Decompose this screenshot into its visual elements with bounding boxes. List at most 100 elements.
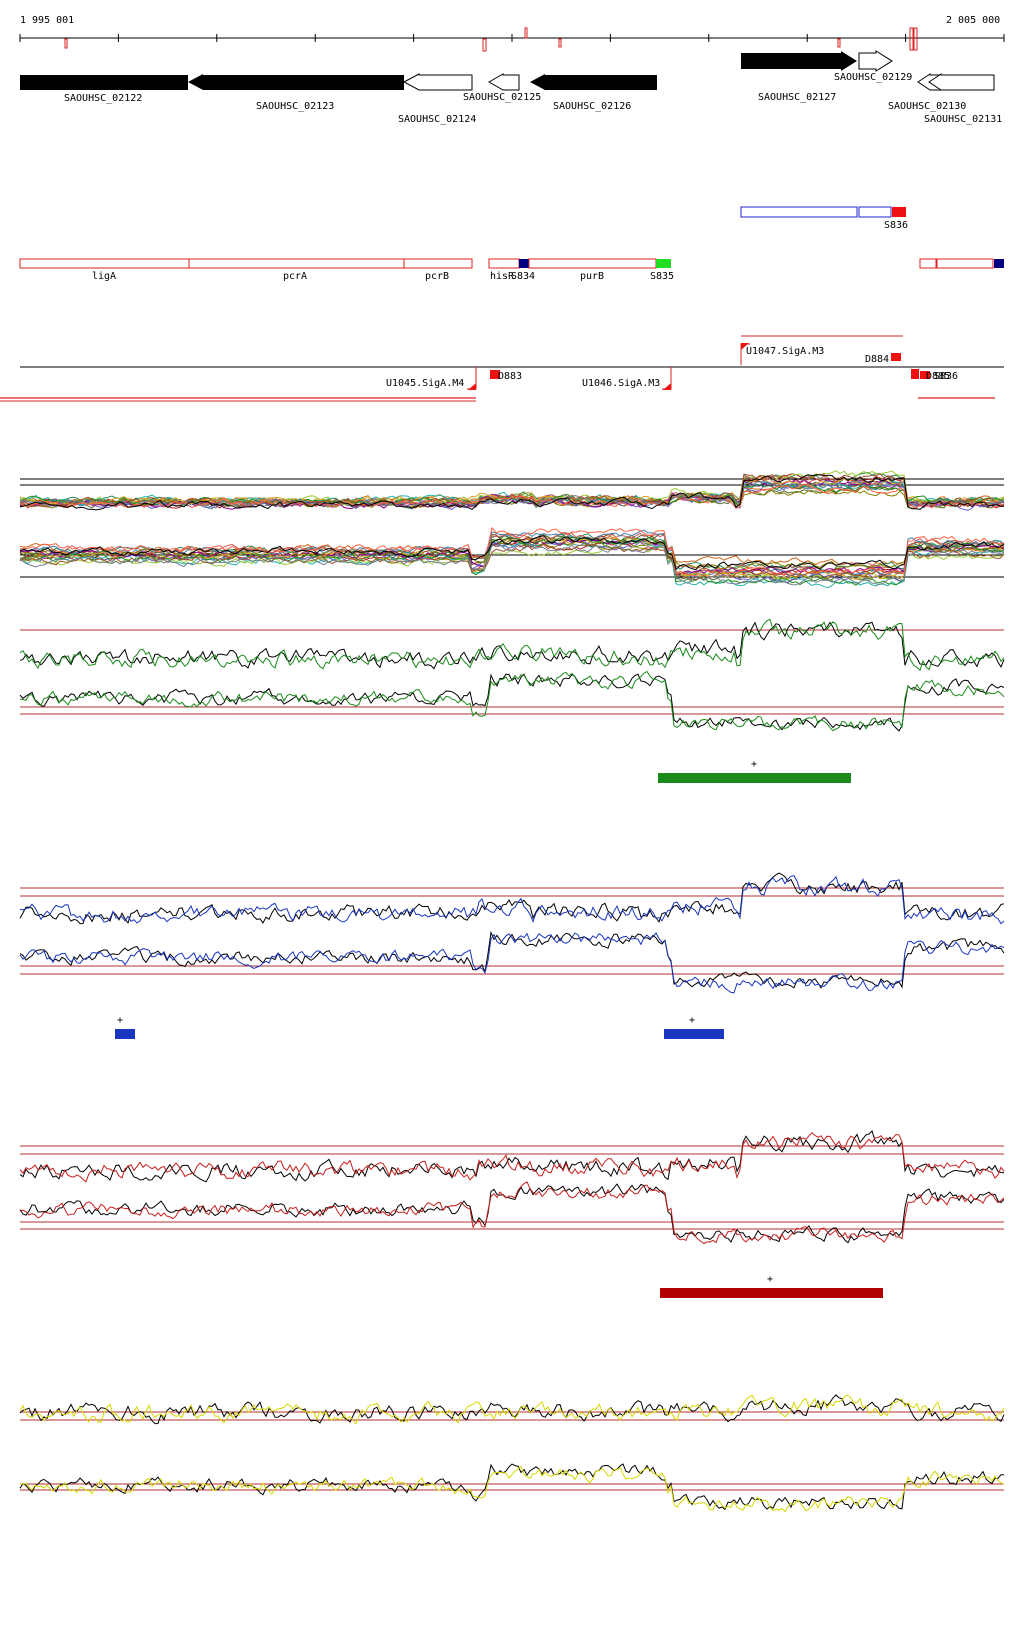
terminator-marker[interactable] [911,369,919,379]
segment-box[interactable] [19,258,190,269]
expression-overview-track [19,470,1005,589]
gene-arrow[interactable] [487,73,520,91]
promoter-flag[interactable] [663,383,671,390]
expression-overview-line [19,529,1005,577]
region-sign-label: + [689,1015,695,1026]
gene-arrow[interactable] [741,51,857,71]
segment-label: S835 [650,271,674,282]
segment-marker[interactable] [994,259,1004,268]
region-sign-label: + [117,1015,123,1026]
gene-label: SAOUHSC_02122 [64,93,142,104]
gene-arrow[interactable] [928,73,995,91]
significant-region-bar[interactable] [115,1029,135,1039]
segment-marker[interactable] [892,207,906,217]
promoter-flag[interactable] [468,383,476,390]
segment-box[interactable] [919,258,937,269]
expression-overview-line [19,526,1005,577]
expression-profile-line [19,930,1005,989]
expression-profile-line [19,872,1005,925]
gene-arrow[interactable] [188,74,404,90]
segment-box[interactable] [403,258,473,269]
terminator-marker[interactable] [920,371,930,379]
segment-label: S836 [884,220,908,231]
expression-overview-line [19,538,1005,589]
expression-profile-line [19,1394,1005,1425]
gene-arrow[interactable] [530,74,657,90]
expression-overview-line [19,483,1005,509]
promoter-label: U1045.SigA.M4 [386,378,464,389]
segment-track-upper: S836 [740,206,908,231]
terminator-marker[interactable] [490,370,500,379]
significant-region-bar[interactable] [660,1288,883,1298]
gene-label: SAOUHSC_02131 [924,114,1002,125]
expression-profile-line [19,621,1005,670]
gene-label: SAOUHSC_02124 [398,114,476,125]
significant-region-bar[interactable] [664,1029,724,1039]
region-sign-label: + [767,1274,773,1285]
segment-box[interactable] [936,258,994,269]
segment-label: pcrA [283,271,307,282]
condition-panels: ++ ++ [19,618,1005,1513]
promoter-label: U1047.SigA.M3 [746,346,824,357]
expression-profile-line [19,670,1005,732]
gene-arrow[interactable] [858,50,893,72]
expression-profile-line [19,618,1005,672]
expression-overview-line [19,474,1004,511]
gene-label: SAOUHSC_02129 [834,72,912,83]
gene-arrow[interactable] [402,73,473,91]
gene-label: SAOUHSC_02130 [888,101,966,112]
segment-box[interactable] [858,206,892,218]
axis-start-coordinate: 1 995 001 [20,15,74,26]
expression-profile-line [19,1181,1005,1245]
segment-box[interactable] [528,258,657,269]
expression-overview-line [19,536,1005,586]
segment-box[interactable] [488,258,520,269]
segment-box[interactable] [188,258,405,269]
condition-panel [19,1394,1005,1513]
promoter-flag[interactable] [741,343,749,350]
promoter-track: U1047.SigA.M3 D884 U1045.SigA.M4 D883 U1… [0,335,1004,402]
expression-profile-line [19,1463,1005,1511]
expression-overview-line [19,535,1005,571]
expression-profile-line [19,931,1005,994]
promoter-label: U1046.SigA.M3 [582,378,660,389]
segment-label: hisR [490,271,515,282]
promoter-label: D884 [865,354,889,365]
segment-label: ligA [92,271,116,282]
expression-profile-line [19,875,1005,925]
expression-overview-line [19,543,1005,581]
gene-label: SAOUHSC_02126 [553,101,631,112]
segment-track-middle: ligA pcrA pcrB hisR S834 purB S835 [19,258,1004,282]
gene-arrow[interactable] [20,75,188,90]
condition-panel: + [19,618,1005,783]
gene-label: SAOUHSC_02123 [256,101,334,112]
terminator-marker[interactable] [891,353,901,361]
promoter-label: D883 [498,371,522,382]
expression-profile-line [19,1465,1005,1513]
expression-overview-line [19,543,1005,586]
region-sign-label: + [751,759,757,770]
expression-profile-line [19,1394,1005,1425]
segment-marker[interactable] [519,259,529,268]
condition-panel: + [19,1130,1005,1298]
condition-panel: + + [19,872,1005,1039]
segment-marker[interactable] [656,259,671,268]
gene-label: SAOUHSC_02127 [758,92,836,103]
significant-region-bar[interactable] [658,773,851,783]
promoter-label: S836 [934,371,958,382]
axis-end-coordinate: 2 005 000 [946,15,1000,26]
segment-box[interactable] [740,206,858,218]
segment-label: purB [580,271,604,282]
expression-overview-line [19,489,1005,509]
expression-profile-line [19,1183,1005,1244]
expression-profile-line [19,1130,1005,1183]
gene-label: SAOUHSC_02125 [463,92,541,103]
segment-label: S834 [511,271,535,282]
expression-overview-line [19,480,1005,509]
gene-track: SAOUHSC_02122 SAOUHSC_02123 SAOUHSC_0212… [20,50,1002,125]
promoter-label: D885 [926,371,950,382]
expression-profile-line [19,673,1005,732]
segment-label: pcrB [425,271,449,282]
expression-profile-line [19,1132,1005,1183]
